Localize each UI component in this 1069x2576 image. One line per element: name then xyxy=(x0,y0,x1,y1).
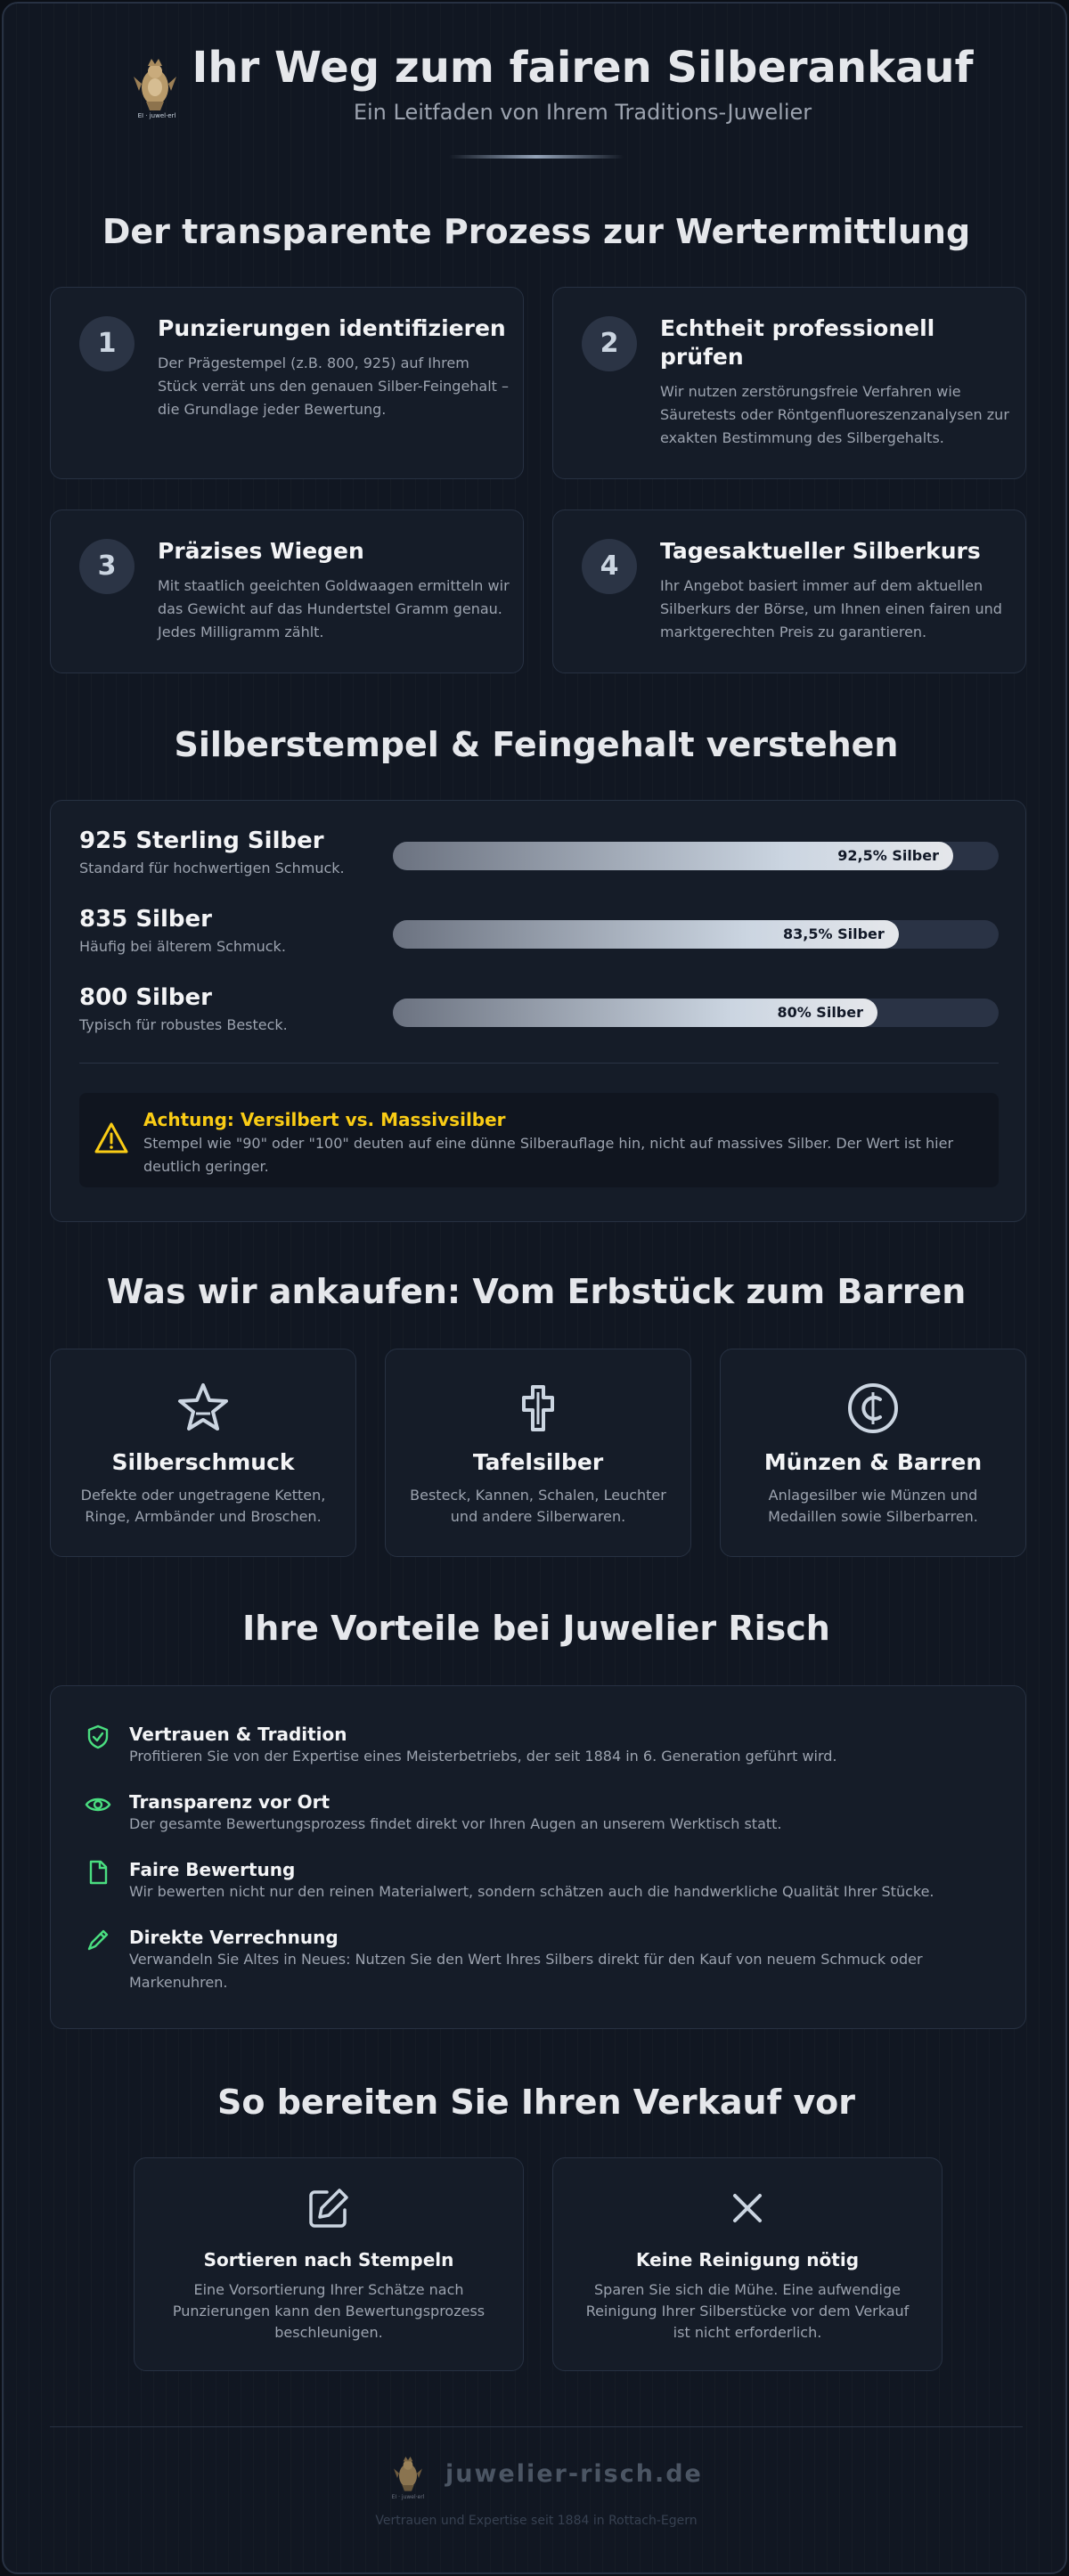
buy-card-silverware: Tafelsilber Besteck, Kannen, Schalen, Le… xyxy=(385,1349,691,1557)
buy-card-jewelry: Silberschmuck Defekte oder ungetragene K… xyxy=(50,1349,356,1557)
process-section-title: Der transparente Prozess zur Wertermittl… xyxy=(102,212,971,251)
advantage-title: Transparenz vor Ort xyxy=(129,1791,330,1813)
header-divider xyxy=(449,155,624,159)
footer-tagline: Vertrauen und Expertise seit 1884 in Rot… xyxy=(375,2514,698,2528)
hallmark-subtitle: Standard für hochwertigen Schmuck. xyxy=(79,860,345,876)
fineness-bar-label: 83,5% Silber xyxy=(783,925,885,942)
hallmark-title: 800 Silber xyxy=(79,984,212,1011)
step-title: Echtheit professionell prüfen xyxy=(660,315,935,370)
fineness-bar-fill: 80% Silber xyxy=(393,999,877,1027)
fineness-bar-track: 83,5% Silber xyxy=(393,920,999,949)
step-number: 1 xyxy=(79,316,135,371)
prepare-card-sort: Sortieren nach Stempeln Eine Vorsortieru… xyxy=(134,2157,524,2371)
edit-icon xyxy=(135,2185,523,2235)
warning-icon xyxy=(94,1122,128,1153)
brand-logo xyxy=(128,57,182,119)
footer-website-link[interactable]: juwelier-risch.de xyxy=(445,2460,703,2488)
step-text: Mit staatlich geeichten Goldwaagen ermit… xyxy=(158,577,510,640)
hallmark-subtitle: Häufig bei älterem Schmuck. xyxy=(79,938,286,955)
step-title: Punzierungen identifizieren xyxy=(158,315,506,341)
hallmark-subtitle: Typisch für robustes Besteck. xyxy=(79,1016,288,1033)
warning-text: Stempel wie "90" oder "100" deuten auf e… xyxy=(143,1135,954,1175)
process-card-3: 3 Präzises Wiegen Mit staatlich geeichte… xyxy=(50,509,524,673)
logo-caption: EI · juwel·erl xyxy=(137,112,176,119)
buy-text: Anlagesilber wie Münzen und Medaillen so… xyxy=(768,1487,978,1525)
advantage-text: Verwandeln Sie Altes in Neues: Nutzen Si… xyxy=(129,1951,923,1991)
step-text: Ihr Angebot basiert immer auf dem aktuel… xyxy=(660,577,1002,640)
hallmark-title: 925 Sterling Silber xyxy=(79,827,324,854)
pencil-icon xyxy=(87,1929,109,1951)
fineness-bar-track: 92,5% Silber xyxy=(393,842,999,870)
process-card-2: 2 Echtheit professionell prüfen Wir nutz… xyxy=(552,287,1026,479)
footer-divider xyxy=(50,2426,1023,2427)
cutlery-icon xyxy=(386,1380,690,1437)
advantage-text: Der gesamte Bewertungsprozess findet dir… xyxy=(129,1815,782,1832)
step-number: 4 xyxy=(582,539,637,594)
prepare-title: Keine Reinigung nötig xyxy=(635,2249,860,2270)
process-card-1: 1 Punzierungen identifizieren Der Präges… xyxy=(50,287,524,479)
star-icon xyxy=(51,1380,355,1437)
warning-box: Achtung: Versilbert vs. Massivsilber Ste… xyxy=(79,1093,999,1187)
fineness-bar-label: 80% Silber xyxy=(777,1004,863,1021)
fineness-bar-track: 80% Silber xyxy=(393,999,999,1027)
buy-title: Münzen & Barren xyxy=(763,1449,983,1475)
hallmarks-card: 925 Sterling Silber Standard für hochwer… xyxy=(50,800,1026,1222)
step-text: Wir nutzen zerstörungsfreie Verfahren wi… xyxy=(660,383,1009,446)
step-text: Der Prägestempel (z.B. 800, 925) auf Ihr… xyxy=(158,355,510,418)
fineness-bar-label: 92,5% Silber xyxy=(837,847,939,864)
eye-icon xyxy=(85,1797,111,1812)
process-card-4: 4 Tagesaktueller Silberkurs Ihr Angebot … xyxy=(552,509,1026,673)
step-number: 3 xyxy=(79,539,135,594)
prepare-text: Eine Vorsortierung Ihrer Schätze nach Pu… xyxy=(172,2281,486,2341)
step-title: Präzises Wiegen xyxy=(158,538,364,564)
buy-card-coins: Münzen & Barren Anlagesilber wie Münzen … xyxy=(720,1349,1026,1557)
warning-title: Achtung: Versilbert vs. Massivsilber xyxy=(143,1109,506,1130)
prepare-text: Sparen Sie sich die Mühe. Eine aufwendig… xyxy=(585,2281,910,2341)
prepare-section-title: So bereiten Sie Ihren Verkauf vor xyxy=(216,2083,855,2122)
advantage-text: Wir bewerten nicht nur den reinen Materi… xyxy=(129,1883,934,1900)
hallmarks-section-title: Silberstempel & Feingehalt verstehen xyxy=(174,725,899,764)
buy-text: Besteck, Kannen, Schalen, Leuchter und a… xyxy=(410,1487,666,1525)
footer-logo-caption: EI · juwel·erl xyxy=(391,2494,425,2500)
prepare-card-clean: Keine Reinigung nötig Sparen Sie sich di… xyxy=(552,2157,943,2371)
fineness-bar-fill: 83,5% Silber xyxy=(393,920,899,949)
buy-text: Defekte oder ungetragene Ketten, Ringe, … xyxy=(80,1487,326,1525)
advantage-text: Profitieren Sie von der Expertise eines … xyxy=(129,1748,837,1765)
step-number: 2 xyxy=(582,316,637,371)
buy-title: Tafelsilber xyxy=(472,1449,604,1475)
close-icon xyxy=(553,2185,942,2235)
buy-section-title: Was wir ankaufen: Vom Erbstück zum Barre… xyxy=(106,1272,967,1311)
page-subtitle: Ein Leitfaden von Ihrem Traditions-Juwel… xyxy=(353,100,812,125)
coin-icon xyxy=(721,1380,1025,1437)
shield-check-icon xyxy=(87,1724,109,1749)
advantage-title: Direkte Verrechnung xyxy=(129,1927,339,1948)
advantage-title: Faire Bewertung xyxy=(129,1859,296,1880)
hallmark-divider xyxy=(79,1063,999,1064)
footer-logo xyxy=(390,2455,426,2494)
advantages-section-title: Ihre Vorteile bei Juwelier Risch xyxy=(242,1609,830,1648)
prepare-title: Sortieren nach Stempeln xyxy=(203,2249,454,2270)
page-title: Ihr Weg zum fairen Silberankauf xyxy=(192,43,974,93)
hallmark-title: 835 Silber xyxy=(79,906,212,933)
advantage-title: Vertrauen & Tradition xyxy=(129,1724,347,1745)
advantages-card: Vertrauen & Tradition Profitieren Sie vo… xyxy=(50,1685,1026,2029)
fineness-bar-fill: 92,5% Silber xyxy=(393,842,953,870)
buy-title: Silberschmuck xyxy=(111,1449,295,1475)
step-title: Tagesaktueller Silberkurs xyxy=(660,538,981,564)
document-icon xyxy=(89,1860,108,1885)
